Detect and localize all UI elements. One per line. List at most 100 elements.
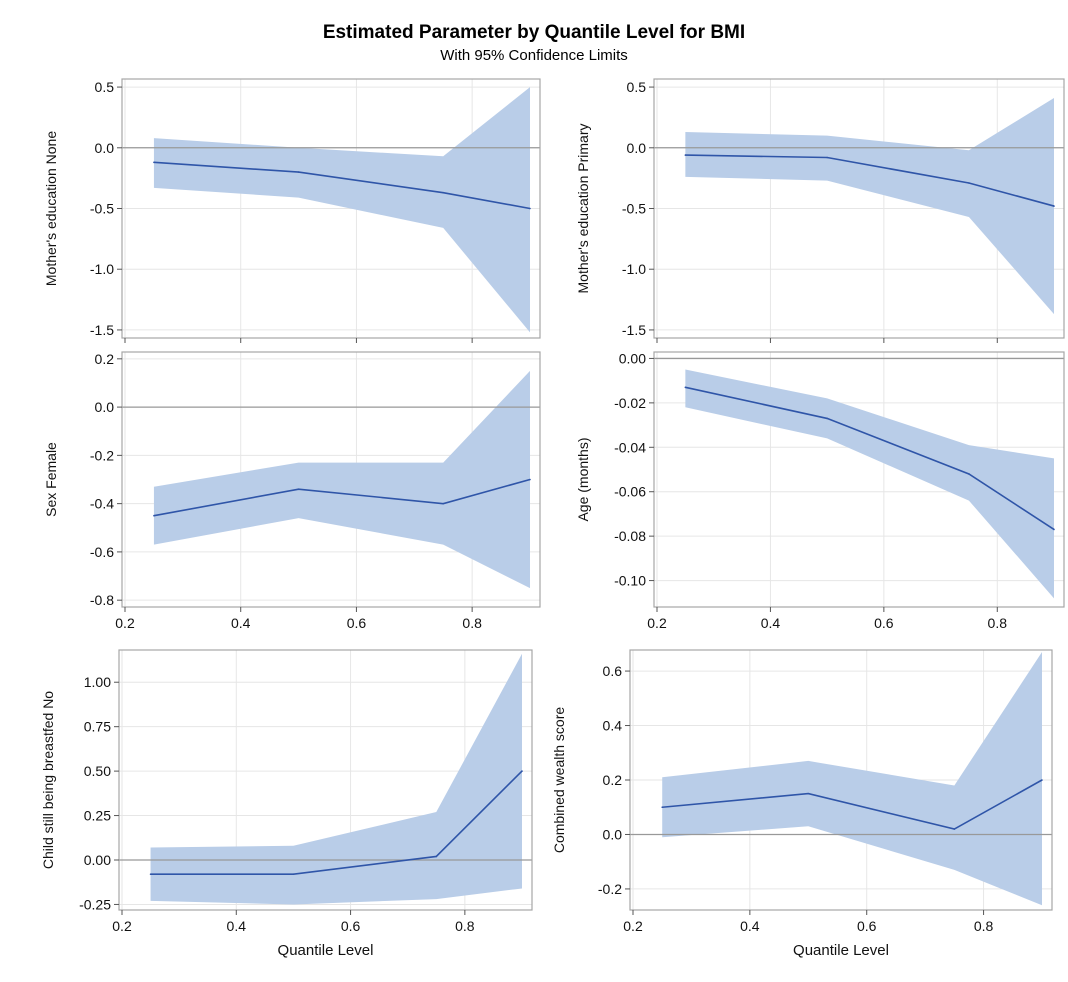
panel-4-ytick-label-2: -0.08 — [614, 528, 646, 544]
panel-6-estimate-point-4 — [1041, 779, 1043, 781]
panel-5-xtick-label-2: 0.4 — [227, 918, 247, 934]
chart-subtitle: With 95% Confidence Limits — [440, 47, 628, 64]
panel-5-ytick-label-3: 0.25 — [84, 808, 111, 824]
chart-title: Estimated Parameter by Quantile Level fo… — [322, 22, 746, 43]
panel-5-xtick-label-4: 0.8 — [455, 918, 475, 934]
panel-3-xtick-label-1: 0.2 — [115, 615, 135, 631]
panel-3-ytick-label-1: -0.8 — [90, 592, 114, 608]
panel-6-ytick-label-3: 0.2 — [603, 772, 623, 788]
panel-1-ytick-label-2: -1.0 — [90, 261, 114, 277]
panel-4-frame — [653, 351, 1065, 608]
panel-4-estimate-point-3 — [968, 473, 970, 475]
panel-1-estimate-line — [153, 161, 531, 210]
panel-4-xtick-label-3: 0.6 — [874, 615, 894, 631]
panel-5-estimate-point-2 — [292, 873, 295, 876]
panel-3-frame — [121, 351, 541, 608]
panel-6-confidence-band — [662, 652, 1042, 906]
panel-4-estimate-point-4 — [1053, 528, 1055, 531]
panel-5-estimate-line — [150, 770, 523, 876]
panel-5-estimate-point-3 — [435, 855, 438, 858]
panel-1-confidence-band — [153, 87, 530, 333]
panel-5-estimate-point-4 — [521, 770, 523, 772]
panel-5-ytick-label-1: -0.25 — [79, 896, 111, 912]
panel-4-ytick-label-1: -0.10 — [614, 573, 646, 589]
panel-3-ytick-label-4: -0.2 — [90, 447, 114, 463]
panel-1-estimate-point-3 — [442, 191, 445, 194]
panel-1-ytick-label-1: -1.5 — [90, 322, 114, 338]
panel-2-estimate-point-2 — [826, 156, 828, 159]
panel-4-estimate-point-2 — [826, 417, 828, 420]
panel-4-ytick-label-5: -0.02 — [614, 395, 646, 411]
panel-2-ytick-label-4: 0.0 — [627, 140, 647, 156]
panel-3-xtick-label-2: 0.4 — [231, 615, 251, 631]
panel-1-estimate-point-1 — [153, 161, 155, 164]
panel-4-xtick-label-1: 0.2 — [647, 615, 667, 631]
panel-6-ytick-label-5: 0.6 — [603, 663, 623, 679]
panel-3-xtick-label-4: 0.8 — [462, 615, 482, 631]
panel-6-xtick-label-1: 0.2 — [623, 918, 643, 934]
panel-4-ytick-label-6: 0.00 — [619, 350, 646, 366]
panel-2-estimate-point-4 — [1053, 205, 1055, 207]
panel-6-estimate-point-2 — [807, 792, 810, 795]
panel-5-frame — [118, 649, 533, 911]
panel-5-ytick-label-5: 0.75 — [84, 719, 111, 735]
panel-6-ytick-label-1: -0.2 — [598, 881, 622, 897]
panel-6-xlabel: Quantile Level — [793, 942, 889, 959]
panel-3-confidence-band — [153, 370, 530, 589]
panel-2-estimate-point-1 — [684, 154, 687, 156]
panel-3-ytick-label-2: -0.6 — [90, 544, 114, 560]
panel-2-confidence-band — [685, 98, 1054, 315]
panel-5-xlabel: Quantile Level — [278, 942, 374, 959]
panel-1-ylabel: Mother's education None — [43, 131, 59, 286]
panel-1-estimate-point-4 — [529, 207, 531, 210]
panel-6-xtick-label-3: 0.6 — [857, 918, 877, 934]
panel-3-estimate-point-1 — [153, 514, 155, 517]
panel-4-ytick-label-3: -0.06 — [614, 484, 646, 500]
panel-5-confidence-band — [150, 653, 523, 905]
panel-4-estimate-line — [685, 386, 1055, 531]
panel-5-xtick-label-3: 0.6 — [341, 918, 361, 934]
panel-1-ytick-label-3: -0.5 — [90, 201, 114, 217]
panel-3-xtick-label-3: 0.6 — [347, 615, 367, 631]
panel-3-estimate-line — [153, 478, 531, 517]
panel-2-ytick-label-3: -0.5 — [622, 201, 646, 217]
panel-2-ytick-label-1: -1.5 — [622, 322, 646, 338]
panel-6-estimate-line — [662, 779, 1043, 830]
panel-6-estimate-point-1 — [661, 806, 664, 809]
panel-3-estimate-point-4 — [529, 478, 531, 481]
panel-6-xtick-label-2: 0.4 — [740, 918, 760, 934]
panel-2-estimate-line — [685, 154, 1055, 207]
panel-3-ytick-label-3: -0.4 — [90, 496, 114, 512]
panel-5-xtick-label-1: 0.2 — [112, 918, 132, 934]
panel-4-xtick-label-2: 0.4 — [761, 615, 781, 631]
panel-3-ytick-label-5: 0.0 — [95, 399, 115, 415]
panel-1-ytick-label-4: 0.0 — [95, 140, 115, 156]
panel-3-estimate-point-3 — [442, 502, 445, 505]
panel-5-ytick-label-4: 0.50 — [84, 763, 111, 779]
panel-3-estimate-point-2 — [297, 488, 300, 490]
panel-6-ytick-label-2: 0.0 — [603, 826, 623, 842]
panel-4-xtick-label-4: 0.8 — [988, 615, 1008, 631]
panel-6-ylabel: Combined wealth score — [551, 707, 567, 854]
panel-3-ylabel: Sex Female — [43, 442, 59, 517]
panel-4-estimate-point-1 — [684, 386, 687, 389]
panel-3-ytick-label-6: 0.2 — [95, 351, 115, 367]
panel-2-ytick-label-5: 0.5 — [627, 79, 647, 95]
panel-5-ytick-label-6: 1.00 — [84, 674, 111, 690]
panel-5-ylabel: Child still being breastfed No — [40, 691, 56, 869]
panel-2-ylabel: Mother's education Primary — [575, 124, 591, 294]
panel-2-ytick-label-2: -1.0 — [622, 261, 646, 277]
panel-2-estimate-point-3 — [968, 182, 970, 184]
panel-5-estimate-point-1 — [149, 873, 152, 876]
panel-4-ytick-label-4: -0.04 — [614, 439, 646, 455]
panel-4-ylabel: Age (months) — [575, 437, 591, 521]
panel-1-ytick-label-5: 0.5 — [95, 79, 115, 95]
panel-6-estimate-point-3 — [953, 828, 956, 830]
panel-6-xtick-label-4: 0.8 — [974, 918, 994, 934]
panel-4-confidence-band — [685, 369, 1054, 599]
panel-1-estimate-point-2 — [297, 171, 300, 173]
panel-6-ytick-label-4: 0.4 — [603, 718, 623, 734]
panel-5-ytick-label-2: 0.00 — [84, 852, 111, 868]
